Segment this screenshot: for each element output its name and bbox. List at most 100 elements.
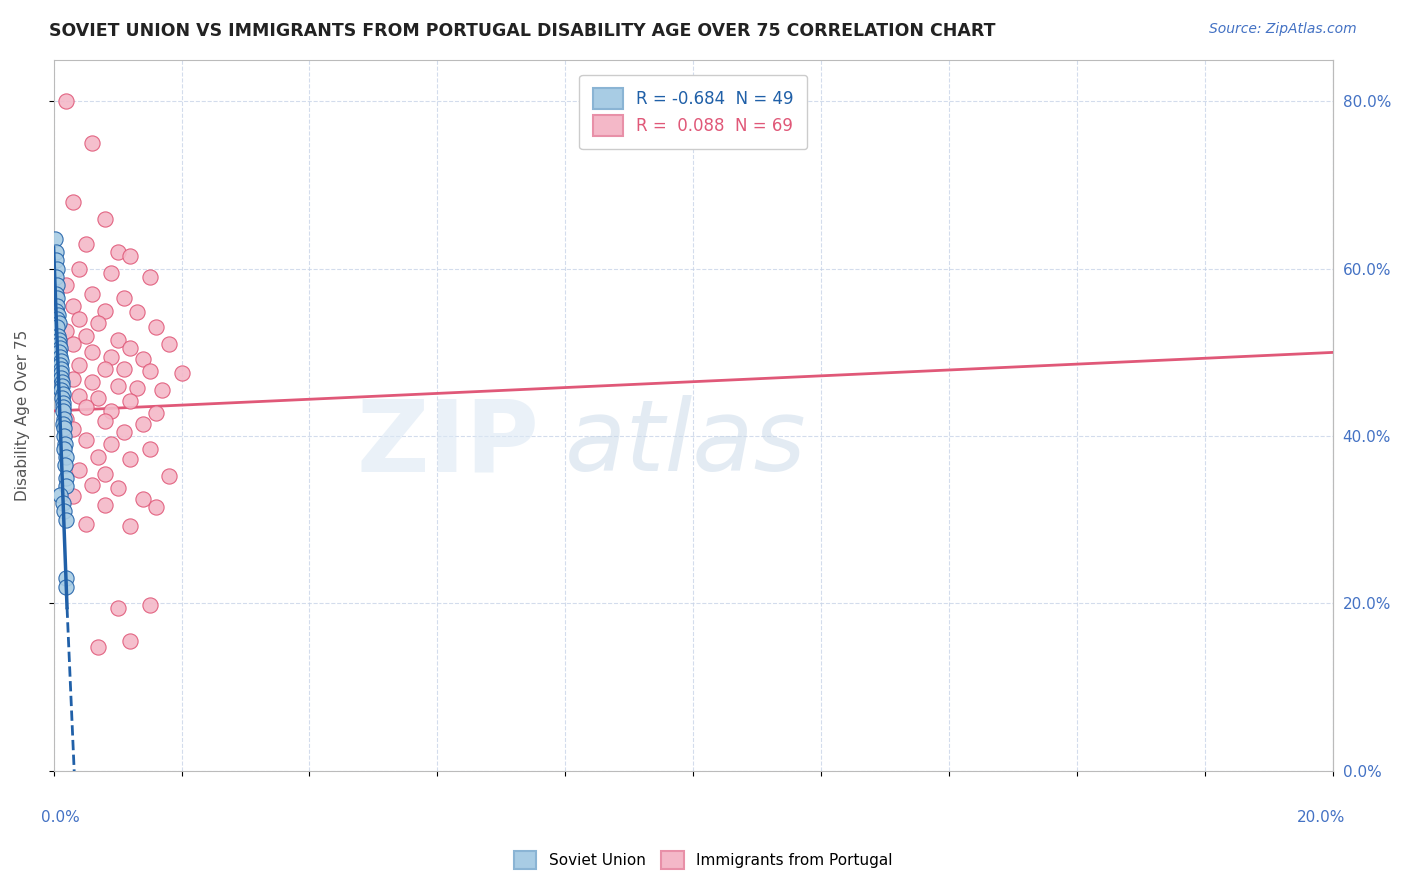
- Point: [62, 372, 84, 386]
- Point: [44, 253, 66, 268]
- Point: [145, 406, 167, 420]
- Point: [94, 362, 117, 376]
- Point: [67, 462, 90, 476]
- Point: [107, 481, 129, 495]
- Point: [138, 598, 160, 612]
- Point: [51, 370, 73, 384]
- Point: [52, 412, 75, 426]
- Point: [51, 387, 73, 401]
- Point: [55, 471, 77, 485]
- Point: [49, 358, 72, 372]
- Point: [112, 291, 135, 305]
- Text: 0.0%: 0.0%: [41, 810, 80, 825]
- Point: [80, 345, 103, 359]
- Point: [138, 270, 160, 285]
- Point: [87, 450, 110, 464]
- Point: [62, 299, 84, 313]
- Point: [120, 341, 142, 355]
- Legend: R = -0.684  N = 49, R =  0.088  N = 69: R = -0.684 N = 49, R = 0.088 N = 69: [579, 75, 807, 149]
- Point: [55, 571, 77, 585]
- Point: [49, 341, 72, 355]
- Point: [48, 337, 70, 351]
- Point: [112, 425, 135, 439]
- Point: [132, 352, 155, 367]
- Point: [125, 380, 148, 394]
- Point: [157, 337, 180, 351]
- Point: [94, 303, 117, 318]
- Point: [51, 375, 73, 389]
- Point: [49, 488, 72, 502]
- Point: [67, 312, 90, 326]
- Point: [100, 404, 122, 418]
- Point: [55, 325, 77, 339]
- Point: [138, 442, 160, 456]
- Point: [87, 316, 110, 330]
- Point: [107, 600, 129, 615]
- Point: [75, 434, 97, 448]
- Point: [44, 286, 66, 301]
- Point: [87, 640, 110, 654]
- Point: [107, 379, 129, 393]
- Point: [45, 245, 67, 260]
- Point: [120, 393, 142, 408]
- Point: [67, 358, 90, 372]
- Point: [55, 450, 77, 464]
- Point: [55, 513, 77, 527]
- Point: [52, 404, 75, 418]
- Point: [51, 383, 73, 397]
- Point: [67, 261, 90, 276]
- Point: [51, 400, 73, 414]
- Point: [62, 194, 84, 209]
- Point: [44, 232, 66, 246]
- Point: [53, 442, 76, 456]
- Point: [53, 437, 76, 451]
- Point: [125, 305, 148, 319]
- Point: [150, 383, 173, 397]
- Point: [53, 504, 76, 518]
- Point: [120, 249, 142, 263]
- Point: [157, 469, 180, 483]
- Point: [112, 362, 135, 376]
- Point: [87, 392, 110, 406]
- Point: [107, 245, 129, 260]
- Point: [138, 364, 160, 378]
- Point: [45, 261, 67, 276]
- Point: [145, 500, 167, 515]
- Point: [62, 337, 84, 351]
- Text: SOVIET UNION VS IMMIGRANTS FROM PORTUGAL DISABILITY AGE OVER 75 CORRELATION CHAR: SOVIET UNION VS IMMIGRANTS FROM PORTUGAL…: [49, 22, 995, 40]
- Point: [100, 437, 122, 451]
- Text: Source: ZipAtlas.com: Source: ZipAtlas.com: [1209, 22, 1357, 37]
- Point: [45, 270, 67, 285]
- Point: [132, 417, 155, 431]
- Point: [53, 458, 76, 473]
- Point: [107, 333, 129, 347]
- Point: [132, 491, 155, 506]
- Point: [55, 278, 77, 293]
- Point: [120, 452, 142, 467]
- Point: [46, 320, 69, 334]
- Point: [52, 395, 75, 409]
- Point: [67, 389, 90, 403]
- Point: [94, 211, 117, 226]
- Point: [46, 308, 69, 322]
- Point: [80, 477, 103, 491]
- Point: [94, 467, 117, 481]
- Point: [75, 516, 97, 531]
- Point: [55, 95, 77, 109]
- Point: [75, 328, 97, 343]
- Point: [52, 417, 75, 431]
- Point: [51, 362, 73, 376]
- Point: [62, 489, 84, 503]
- Point: [52, 496, 75, 510]
- Point: [55, 580, 77, 594]
- Point: [120, 519, 142, 533]
- Text: ZIP: ZIP: [357, 395, 540, 492]
- Point: [55, 412, 77, 426]
- Point: [75, 400, 97, 414]
- Point: [51, 379, 73, 393]
- Point: [62, 422, 84, 436]
- Y-axis label: Disability Age Over 75: Disability Age Over 75: [15, 329, 30, 500]
- Point: [80, 375, 103, 389]
- Point: [75, 236, 97, 251]
- Legend: Soviet Union, Immigrants from Portugal: Soviet Union, Immigrants from Portugal: [508, 845, 898, 875]
